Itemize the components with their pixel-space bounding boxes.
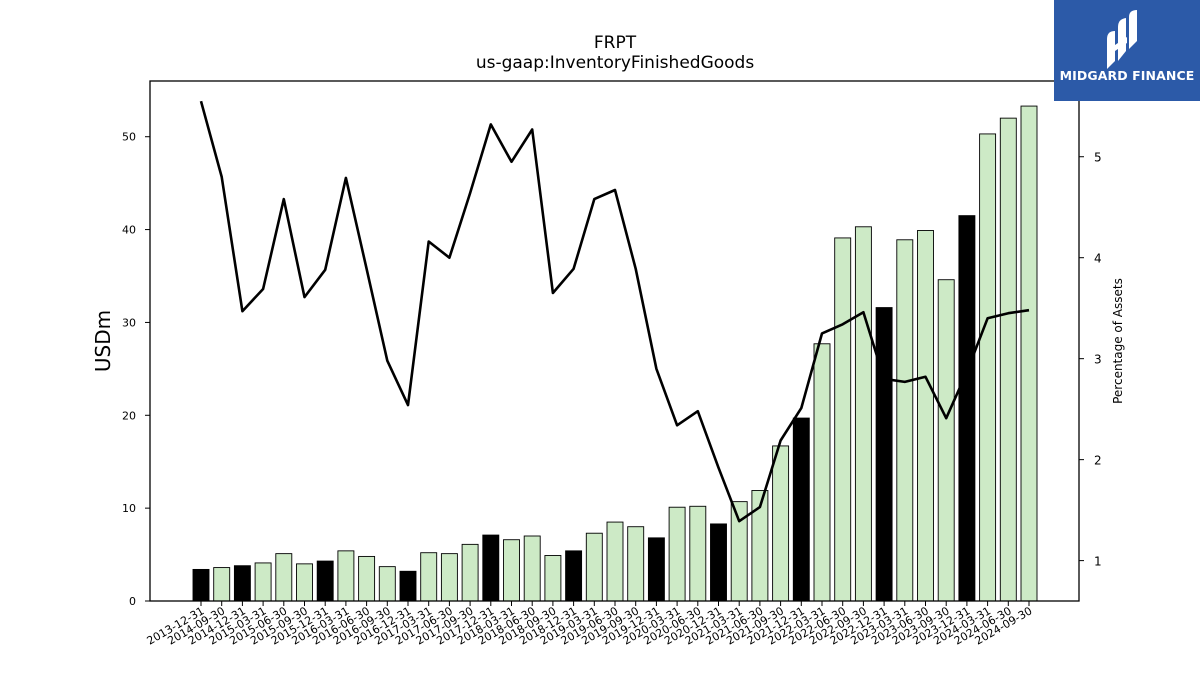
midgard-finance-logo: MIDGARD FINANCE (1054, 0, 1200, 101)
bar (544, 555, 562, 602)
bar (772, 445, 790, 602)
bar (503, 539, 520, 602)
bar (896, 239, 914, 602)
bar (316, 560, 334, 602)
bar (358, 555, 376, 602)
bar (917, 230, 934, 602)
bar (482, 534, 500, 602)
bar (213, 567, 231, 602)
bar (999, 117, 1017, 602)
bar (420, 552, 438, 602)
right-tick-label: 5 (1094, 151, 1102, 165)
bar (875, 307, 893, 602)
x-axis: 2013-12-312014-09-302014-12-312015-03-31… (145, 601, 1035, 648)
bar (854, 226, 872, 602)
bar (979, 133, 997, 602)
left-tick-label: 20 (122, 409, 136, 422)
left-tick-label: 10 (122, 502, 136, 515)
midgard-logo-icon (1107, 10, 1137, 69)
left-y-axis: 0 10 20 30 40 50 (122, 131, 150, 608)
bar (792, 417, 810, 602)
bar (337, 550, 355, 602)
bar (275, 553, 293, 602)
right-y-axis: 1 2 3 4 5 (1079, 151, 1102, 569)
bar (192, 568, 210, 602)
bar (958, 215, 976, 602)
bar (834, 237, 852, 602)
chart-subtitle: us-gaap:InventoryFinishedGoods (476, 53, 755, 73)
bar (585, 532, 603, 602)
bar (461, 543, 479, 602)
right-tick-label: 3 (1094, 353, 1102, 367)
bar (1020, 105, 1038, 602)
bar (627, 526, 645, 602)
line-series-layer (199, 100, 1030, 523)
percentage-line (199, 100, 1030, 523)
right-tick-label: 4 (1094, 252, 1102, 266)
bar (233, 565, 251, 602)
bar (710, 523, 727, 602)
bar (296, 563, 313, 602)
bar (813, 343, 831, 602)
left-tick-label: 50 (122, 131, 136, 144)
right-axis-label: Percentage of Assets (1111, 278, 1125, 404)
left-tick-label: 40 (122, 224, 136, 237)
bar (565, 550, 583, 602)
right-tick-label: 2 (1094, 454, 1102, 468)
bar (937, 279, 955, 602)
bar (254, 562, 272, 602)
bar (647, 537, 665, 602)
bar (523, 535, 541, 602)
bar-series (192, 105, 1038, 602)
bar (399, 570, 417, 602)
right-tick-label: 1 (1094, 555, 1102, 569)
bar (606, 521, 624, 602)
left-axis-label: USDm (91, 310, 115, 372)
bar (668, 506, 686, 602)
bar (378, 566, 396, 602)
brand-name: MIDGARD FINANCE (1059, 68, 1195, 83)
bar (689, 505, 707, 602)
chart-title: FRPT (594, 33, 637, 53)
left-tick-label: 30 (122, 316, 136, 329)
bar (440, 553, 458, 602)
left-tick-label: 0 (129, 595, 136, 608)
